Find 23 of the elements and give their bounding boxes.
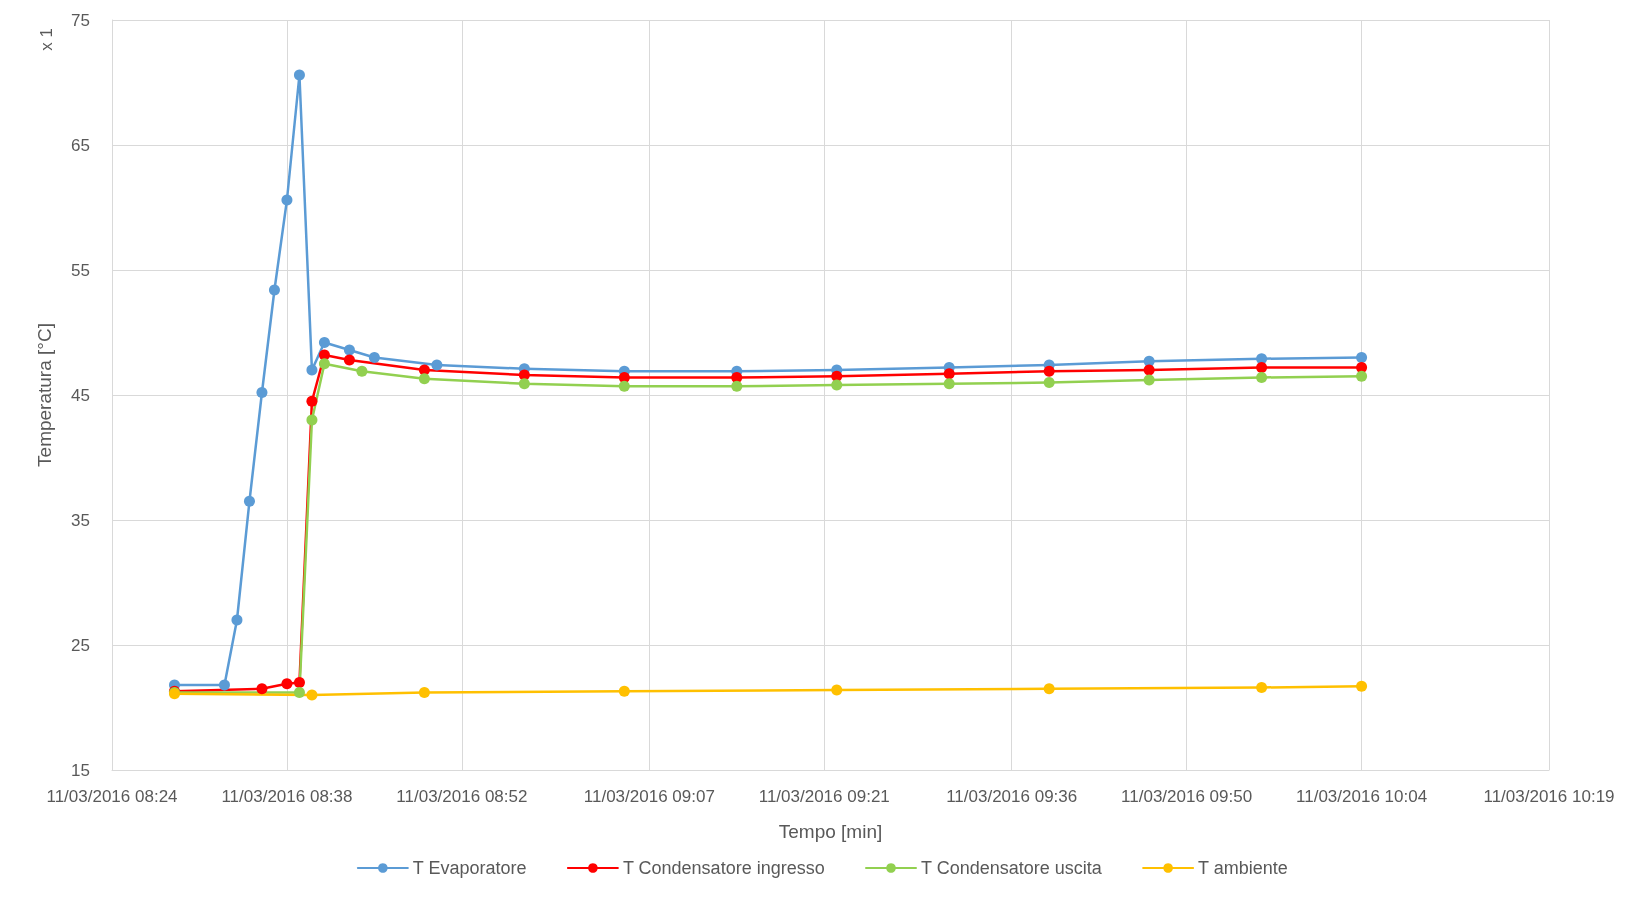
x-tick-label: 11/03/2016 08:52: [396, 787, 528, 806]
x-tick-label: 11/03/2016 08:38: [221, 787, 353, 806]
y-tick-label: 45: [71, 385, 90, 405]
y-axis-title: Temperatura [°C]: [34, 323, 55, 467]
legend-label: T Condensatore uscita: [921, 858, 1103, 878]
y-tick-label: 55: [71, 260, 90, 280]
y-tick-label: 65: [71, 135, 90, 155]
x-tick-label: 11/03/2016 09:21: [758, 787, 890, 806]
x-tick-label: 11/03/2016 09:07: [583, 787, 715, 806]
x-tick-label: 11/03/2016 09:36: [946, 787, 1078, 806]
legend-label: T Evaporatore: [412, 858, 527, 878]
y-tick-label: 75: [71, 10, 90, 30]
x-tick-label: 11/03/2016 08:24: [46, 787, 178, 806]
x-tick-label: 11/03/2016 09:50: [1121, 787, 1253, 806]
y-tick-label: 25: [71, 635, 90, 655]
y-tick-label: 35: [71, 510, 90, 530]
x-tick-label: 11/03/2016 10:19: [1483, 787, 1615, 806]
x-axis-title: Tempo [min]: [778, 821, 883, 842]
y-tick-label: 15: [71, 760, 90, 780]
text: x 1: [37, 27, 56, 51]
legend-label: T ambiente: [1198, 858, 1288, 878]
x-tick-label: 11/03/2016 10:04: [1296, 787, 1428, 806]
legend-label: T Condensatore ingresso: [622, 858, 825, 878]
